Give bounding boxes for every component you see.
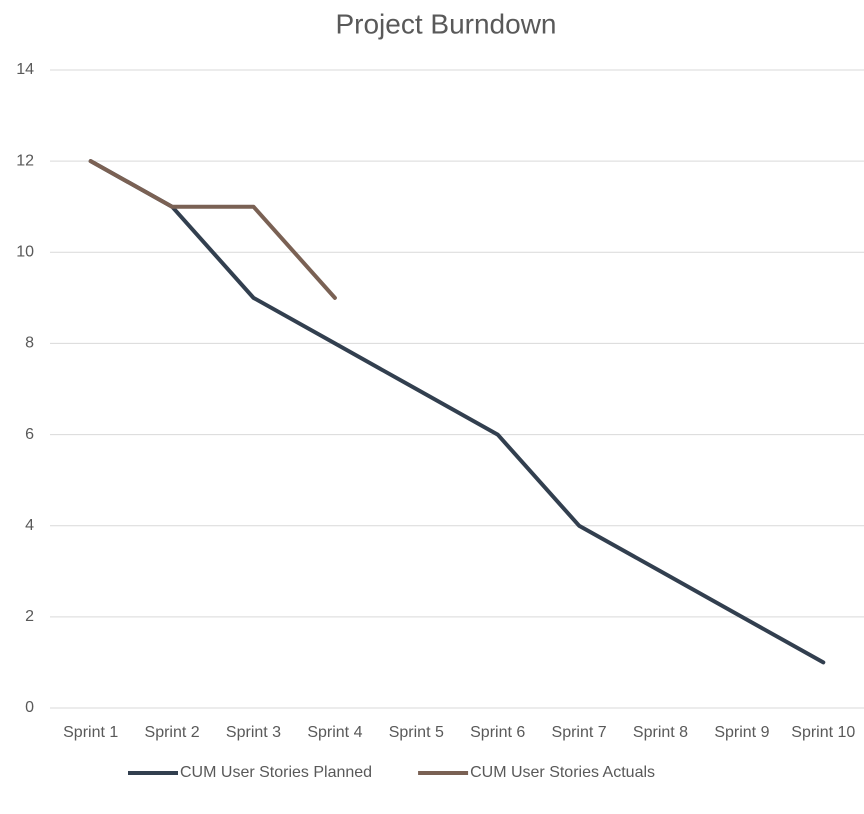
- legend-label: CUM User Stories Actuals: [470, 764, 655, 781]
- x-tick-label: Sprint 1: [63, 724, 118, 741]
- x-tick-label: Sprint 10: [791, 724, 855, 741]
- series-line: [88, 159, 337, 300]
- y-tick-label: 4: [25, 517, 34, 534]
- y-tick-label: 12: [16, 152, 34, 169]
- y-tick-label: 10: [16, 244, 34, 261]
- x-tick-label: Sprint 2: [145, 724, 200, 741]
- y-tick-label: 2: [25, 608, 34, 625]
- x-tick-label: Sprint 7: [552, 724, 607, 741]
- x-tick-label: Sprint 3: [226, 724, 281, 741]
- legend-label: CUM User Stories Planned: [180, 764, 372, 781]
- x-tick-label: Sprint 6: [470, 724, 525, 741]
- y-tick-label: 8: [25, 335, 34, 352]
- y-tick-label: 6: [25, 426, 34, 443]
- x-tick-label: Sprint 8: [633, 724, 688, 741]
- y-tick-label: 14: [16, 61, 34, 78]
- x-tick-label: Sprint 9: [714, 724, 769, 741]
- x-tick-label: Sprint 4: [307, 724, 362, 741]
- x-tick-label: Sprint 5: [389, 724, 444, 741]
- chart-title: Project Burndown: [335, 8, 556, 39]
- y-tick-label: 0: [25, 699, 34, 716]
- series-line: [88, 159, 826, 665]
